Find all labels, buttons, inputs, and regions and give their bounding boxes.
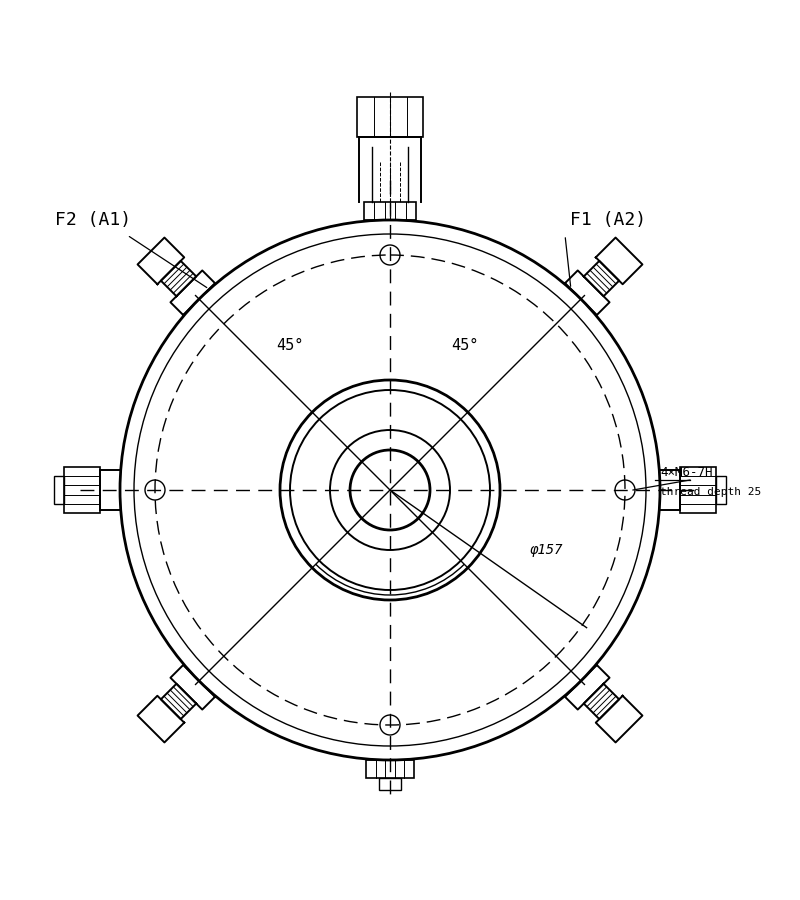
Text: 45°: 45° — [276, 338, 304, 353]
Text: 45°: 45° — [451, 338, 478, 353]
Text: F1 (A2): F1 (A2) — [570, 211, 646, 229]
Bar — [379, 778, 401, 790]
Text: 4×M6-7H: 4×M6-7H — [660, 465, 713, 479]
Bar — [366, 760, 414, 778]
Text: φ157: φ157 — [530, 543, 563, 557]
Text: thread depth 25: thread depth 25 — [660, 487, 762, 497]
Bar — [54, 476, 64, 504]
Bar — [64, 467, 100, 513]
Bar — [716, 476, 726, 504]
Bar — [680, 467, 716, 513]
Bar — [364, 202, 416, 220]
Text: F2 (A1): F2 (A1) — [55, 211, 131, 229]
Bar — [357, 97, 423, 137]
